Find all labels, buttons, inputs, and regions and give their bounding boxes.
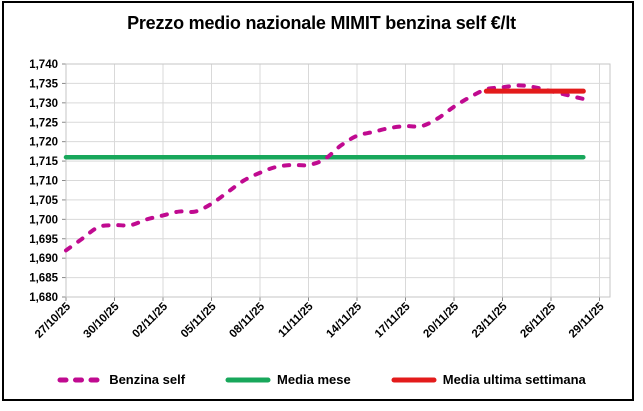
x-axis-label: 27/10/25 xyxy=(33,300,74,341)
y-axis-label: 1,735 xyxy=(29,78,58,90)
x-axis-label: 29/11/25 xyxy=(567,300,607,340)
y-axis-label: 1,685 xyxy=(29,273,58,285)
y-axis-label: 1,740 xyxy=(29,59,58,71)
chart-outer-border xyxy=(2,1,634,401)
y-axis-label: 1,695 xyxy=(29,234,58,246)
x-axis-label: 23/11/25 xyxy=(470,300,510,340)
dashed-line-sample-icon xyxy=(57,377,103,382)
x-axis-label: 26/11/25 xyxy=(518,300,558,340)
plot-border xyxy=(65,63,611,298)
series-benzina-self xyxy=(64,83,586,253)
legend-label: Media ultima settimana xyxy=(442,372,586,387)
y-axis-label: 1,725 xyxy=(29,117,58,129)
y-axis-label: 1,730 xyxy=(29,98,58,110)
solid-line-sample-icon xyxy=(391,377,437,382)
x-axis-label: 30/10/25 xyxy=(81,300,122,341)
legend-item-media-mese: Media mese xyxy=(225,372,351,387)
x-axis-label: 14/11/25 xyxy=(324,300,364,340)
y-axis-label: 1,700 xyxy=(29,214,58,226)
y-axis-label: 1,720 xyxy=(29,137,58,149)
legend-item-media-ultima-settimana: Media ultima settimana xyxy=(391,372,586,387)
y-axis-label: 1,680 xyxy=(29,292,58,304)
legend-label: Benzina self xyxy=(109,372,186,387)
x-axis-label: 08/11/25 xyxy=(227,300,267,340)
x-axis-label: 11/11/25 xyxy=(276,300,316,340)
x-axis-label: 02/11/25 xyxy=(130,300,170,340)
x-axis-label: 05/11/25 xyxy=(179,300,219,340)
y-axis-label: 1,710 xyxy=(29,176,58,188)
solid-line-sample-icon xyxy=(225,377,271,382)
x-axis-label: 17/11/25 xyxy=(373,300,413,340)
y-axis-label: 1,705 xyxy=(29,195,58,207)
chart-title: Prezzo medio nazionale MIMIT benzina sel… xyxy=(127,13,516,33)
y-axis-label: 1,715 xyxy=(29,156,58,168)
x-axis-label: 20/11/25 xyxy=(421,300,461,340)
y-axis-label: 1,690 xyxy=(29,253,58,265)
legend-label: Media mese xyxy=(277,372,351,387)
legend-item-benzina-self: Benzina self xyxy=(57,372,185,387)
chart-legend: Benzina self Media mese Media ultima set… xyxy=(0,372,643,387)
